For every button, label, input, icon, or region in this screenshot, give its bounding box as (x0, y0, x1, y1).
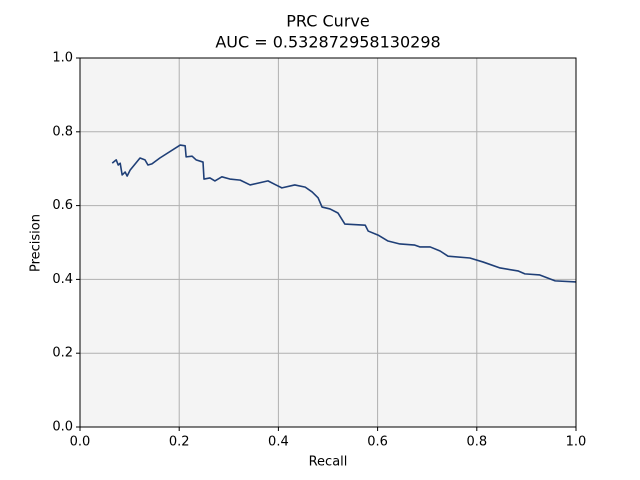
y-tick-label: 0.8 (52, 124, 73, 139)
y-tick-label: 0.6 (52, 198, 73, 213)
y-axis-label: Precision (29, 214, 44, 272)
y-tick-label: 0.4 (52, 272, 73, 287)
axes-frame (79, 57, 577, 428)
chart-subtitle: AUC = 0.532872958130298 (215, 33, 440, 52)
y-tick-label: 0.0 (52, 420, 73, 435)
x-tick-label: 0.2 (169, 435, 190, 450)
x-tick-label: 1.0 (566, 435, 587, 450)
x-tick-label: 0.6 (367, 435, 388, 450)
x-axis-label: Recall (309, 455, 348, 470)
y-tick-label: 1.0 (52, 51, 73, 66)
x-tick-label: 0.8 (466, 435, 487, 450)
plot-area (80, 58, 576, 427)
x-tick-label: 0.4 (268, 435, 289, 450)
y-tick-label: 0.2 (52, 346, 73, 361)
data-line (111, 144, 577, 283)
x-tick-label: 0.0 (70, 435, 91, 450)
chart-title: PRC Curve (286, 12, 369, 31)
